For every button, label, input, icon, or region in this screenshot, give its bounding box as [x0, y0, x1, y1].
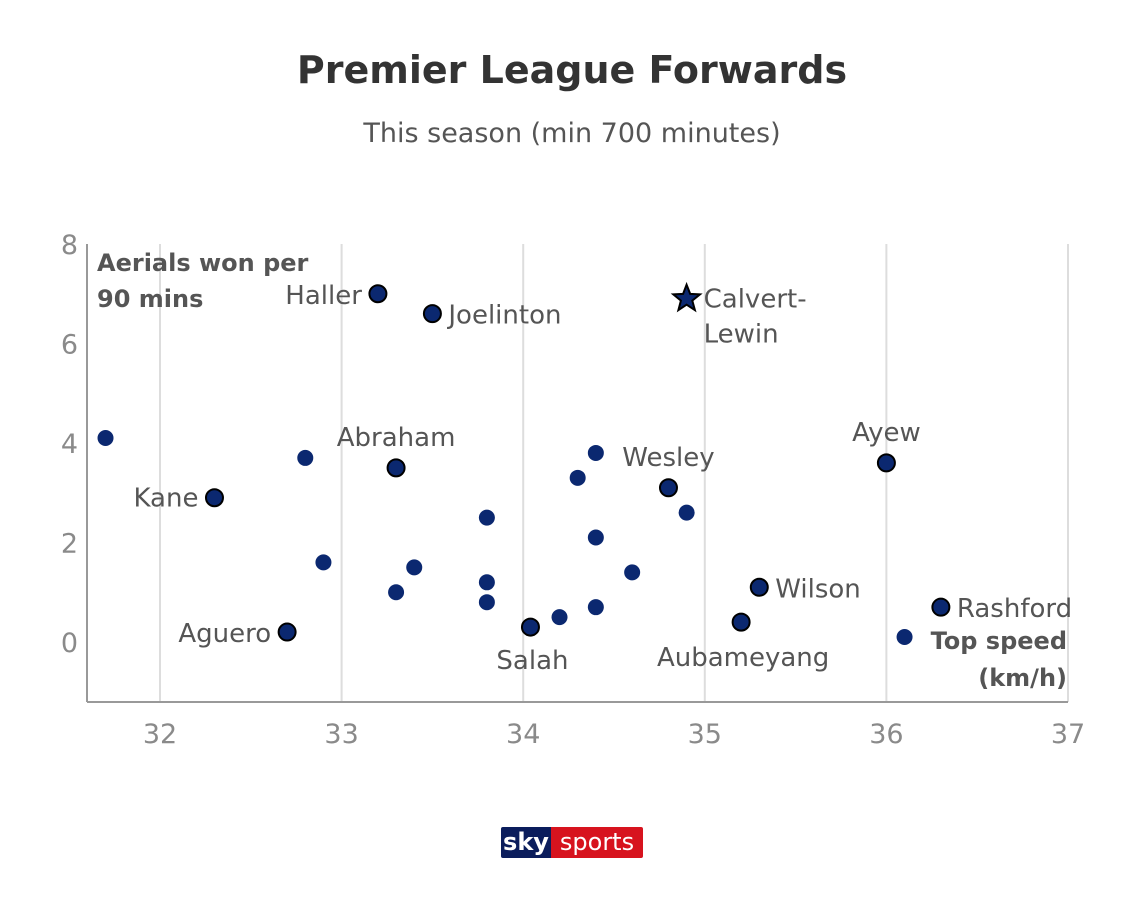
point-label: Joelinton: [446, 301, 561, 331]
point-label: Aguero: [178, 619, 271, 649]
data-point: [297, 449, 314, 466]
data-point: [896, 629, 913, 646]
point-label: Haller: [285, 281, 362, 311]
x-tick-label: 32: [143, 719, 177, 750]
data-point: [876, 453, 896, 473]
y-tick-label: 4: [61, 429, 78, 460]
y-tick-label: 2: [61, 529, 78, 560]
logo-sky: sky: [501, 827, 551, 858]
data-point: [277, 622, 297, 642]
data-point: [551, 609, 568, 626]
point-label: Ayew: [852, 418, 921, 448]
point-label: Kane: [133, 484, 198, 514]
data-point: [678, 504, 695, 521]
tick-labels: 32 33 34 35 36 37 0 2 4 6 8: [61, 230, 1085, 750]
data-point: [406, 559, 423, 576]
data-points: [97, 281, 951, 646]
x-tick-label: 33: [324, 719, 358, 750]
data-point: [587, 444, 604, 461]
data-point: [97, 430, 114, 447]
data-point: [569, 469, 586, 486]
x-tick-label: 35: [688, 719, 722, 750]
logo-sports: sports: [551, 827, 643, 858]
y-tick-label: 0: [61, 628, 78, 659]
point-label: Abraham: [337, 423, 456, 453]
data-point: [368, 284, 388, 304]
data-point: [931, 597, 951, 617]
x-axis-label-line2: (km/h): [978, 664, 1067, 692]
y-tick-label: 8: [61, 230, 78, 261]
y-axis-label-line1: Aerials won per: [97, 249, 309, 277]
point-label: Wesley: [622, 443, 714, 473]
data-point: [520, 617, 540, 637]
point-label: Wilson: [775, 574, 861, 604]
sky-sports-logo: sky sports: [501, 827, 643, 858]
data-point: [386, 458, 406, 478]
data-point: [388, 584, 405, 601]
data-point: [315, 554, 332, 571]
point-label: Calvert-Lewin: [704, 285, 807, 350]
axes: [86, 244, 1068, 703]
chart-title: Premier League Forwards: [296, 48, 848, 92]
data-point: [478, 574, 495, 591]
data-point: [204, 488, 224, 508]
data-point-star: [670, 281, 703, 313]
x-axis-label-line1: Top speed: [931, 627, 1067, 655]
point-labels: Kane Aguero Haller Abraham Joelinton Salah Wes…: [133, 281, 1072, 676]
point-label: Salah: [496, 646, 568, 676]
data-point: [658, 478, 678, 498]
data-point: [478, 509, 495, 526]
x-tick-label: 37: [1051, 719, 1085, 750]
chart-subtitle: This season (min 700 minutes): [363, 118, 781, 149]
data-point: [478, 594, 495, 611]
data-point: [749, 577, 769, 597]
y-tick-label: 6: [61, 330, 78, 361]
data-point: [624, 564, 641, 581]
data-point: [731, 612, 751, 632]
point-label: Rashford: [957, 594, 1072, 624]
y-axis-label-line2: 90 mins: [97, 285, 203, 313]
data-point: [587, 529, 604, 546]
x-tick-label: 36: [869, 719, 903, 750]
point-label: Aubameyang: [657, 643, 829, 673]
data-point: [422, 304, 442, 324]
data-point: [587, 599, 604, 616]
x-tick-label: 34: [506, 719, 540, 750]
